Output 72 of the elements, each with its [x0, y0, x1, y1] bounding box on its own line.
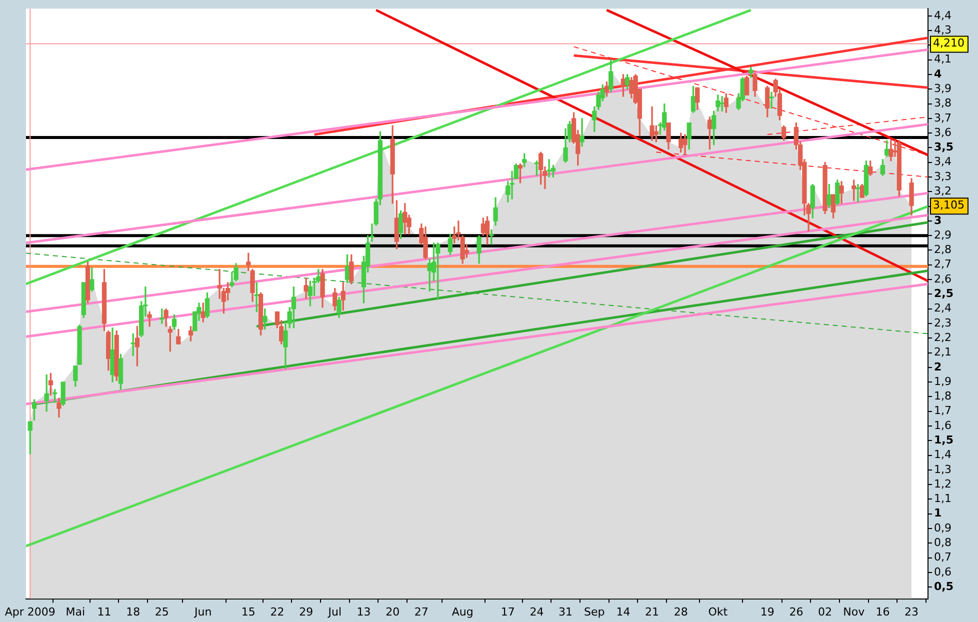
x-tick-label: 27	[414, 605, 428, 618]
y-tick-label: 1,7	[934, 404, 952, 418]
x-tick-label: Jun	[194, 605, 212, 618]
y-tick-label: 3,6	[934, 126, 952, 139]
x-tick-label: 11	[97, 605, 112, 618]
x-tick-label: Jul	[327, 605, 342, 618]
x-tick-label: Okt	[708, 605, 728, 618]
candlestick	[769, 92, 774, 109]
x-tick-label: 20	[386, 605, 400, 618]
y-tick-label: 1,6	[934, 418, 952, 432]
x-tick-label: Apr 2009	[4, 605, 56, 618]
x-tick-label: Aug	[452, 605, 474, 618]
candlestick	[580, 118, 584, 147]
x-tick-label: Nov	[843, 605, 866, 618]
x-tick-label: 21	[645, 605, 660, 618]
y-tick-label: 2,7	[934, 258, 952, 271]
ref-line-label: 4,210	[933, 36, 964, 50]
y-tick-label: 0,9	[934, 521, 952, 534]
y-tick-label: 1,1	[934, 492, 952, 506]
y-tick-label: 1,8	[934, 390, 952, 403]
y-tick-label: 1,5	[934, 433, 954, 446]
y-tick-label: 2,1	[934, 346, 952, 359]
y-tick-label: 2,4	[934, 302, 952, 315]
y-tick-label: 2,2	[934, 330, 952, 344]
y-tick-label: 3,7	[934, 111, 952, 124]
y-tick-label: 3,4	[934, 155, 952, 168]
y-tick-label: 1	[934, 506, 942, 520]
y-tick-label: 1,4	[934, 448, 952, 462]
y-tick-label: 2,9	[934, 228, 952, 242]
x-tick-label: 15	[241, 605, 256, 618]
y-tick-label: 0,6	[934, 565, 952, 578]
y-tick-label: 1,2	[934, 477, 952, 490]
x-tick-label: 24	[530, 605, 544, 618]
x-tick-label: 29	[299, 605, 314, 618]
y-tick-label: 2,8	[934, 243, 952, 256]
x-tick-label: 02	[818, 605, 832, 618]
y-tick-label: 2,3	[934, 316, 952, 330]
y-tick-label: 1,3	[934, 462, 952, 476]
candlestick	[147, 311, 152, 327]
x-tick-label: 13	[356, 605, 371, 618]
y-tick-label: 3,2	[934, 184, 952, 198]
x-tick-label: 26	[789, 605, 804, 618]
y-tick-label: 2	[934, 360, 942, 374]
x-tick-label: 16	[876, 605, 890, 618]
x-tick-label: 25	[154, 605, 169, 618]
x-tick-label: Sep	[584, 605, 605, 618]
y-tick-label: 3	[934, 214, 942, 227]
y-tick-label: 4,3	[934, 23, 952, 36]
y-tick-label: 2,5	[934, 287, 954, 300]
x-tick-label: 19	[760, 605, 774, 618]
y-tick-label: 0,7	[934, 550, 952, 564]
y-tick-label: 3,3	[934, 170, 952, 183]
y-tick-label: 3,5	[934, 140, 954, 154]
y-tick-label: 4,4	[934, 8, 952, 22]
candlestick	[230, 272, 234, 288]
x-tick-label: 31	[558, 605, 573, 618]
y-tick-label: 2,6	[934, 272, 952, 286]
x-tick-label: 28	[674, 605, 688, 618]
y-tick-label: 3,9	[934, 82, 952, 96]
x-tick-label: 23	[904, 605, 919, 618]
x-tick-label: Mai	[66, 605, 86, 618]
y-tick-label: 0,5	[934, 580, 954, 593]
y-tick-label: 4	[934, 67, 942, 80]
x-tick-label: 18	[126, 605, 140, 618]
y-tick-label: 0,8	[934, 536, 952, 550]
y-tick-label: 1,9	[934, 374, 952, 388]
x-tick-label: 22	[270, 605, 284, 618]
x-tick-label: 14	[616, 605, 630, 618]
x-tick-label: 17	[500, 605, 515, 618]
y-tick-label: 3,8	[934, 96, 952, 110]
y-tick-label: 4,1	[934, 52, 952, 66]
annotation: 3,105	[933, 198, 964, 212]
